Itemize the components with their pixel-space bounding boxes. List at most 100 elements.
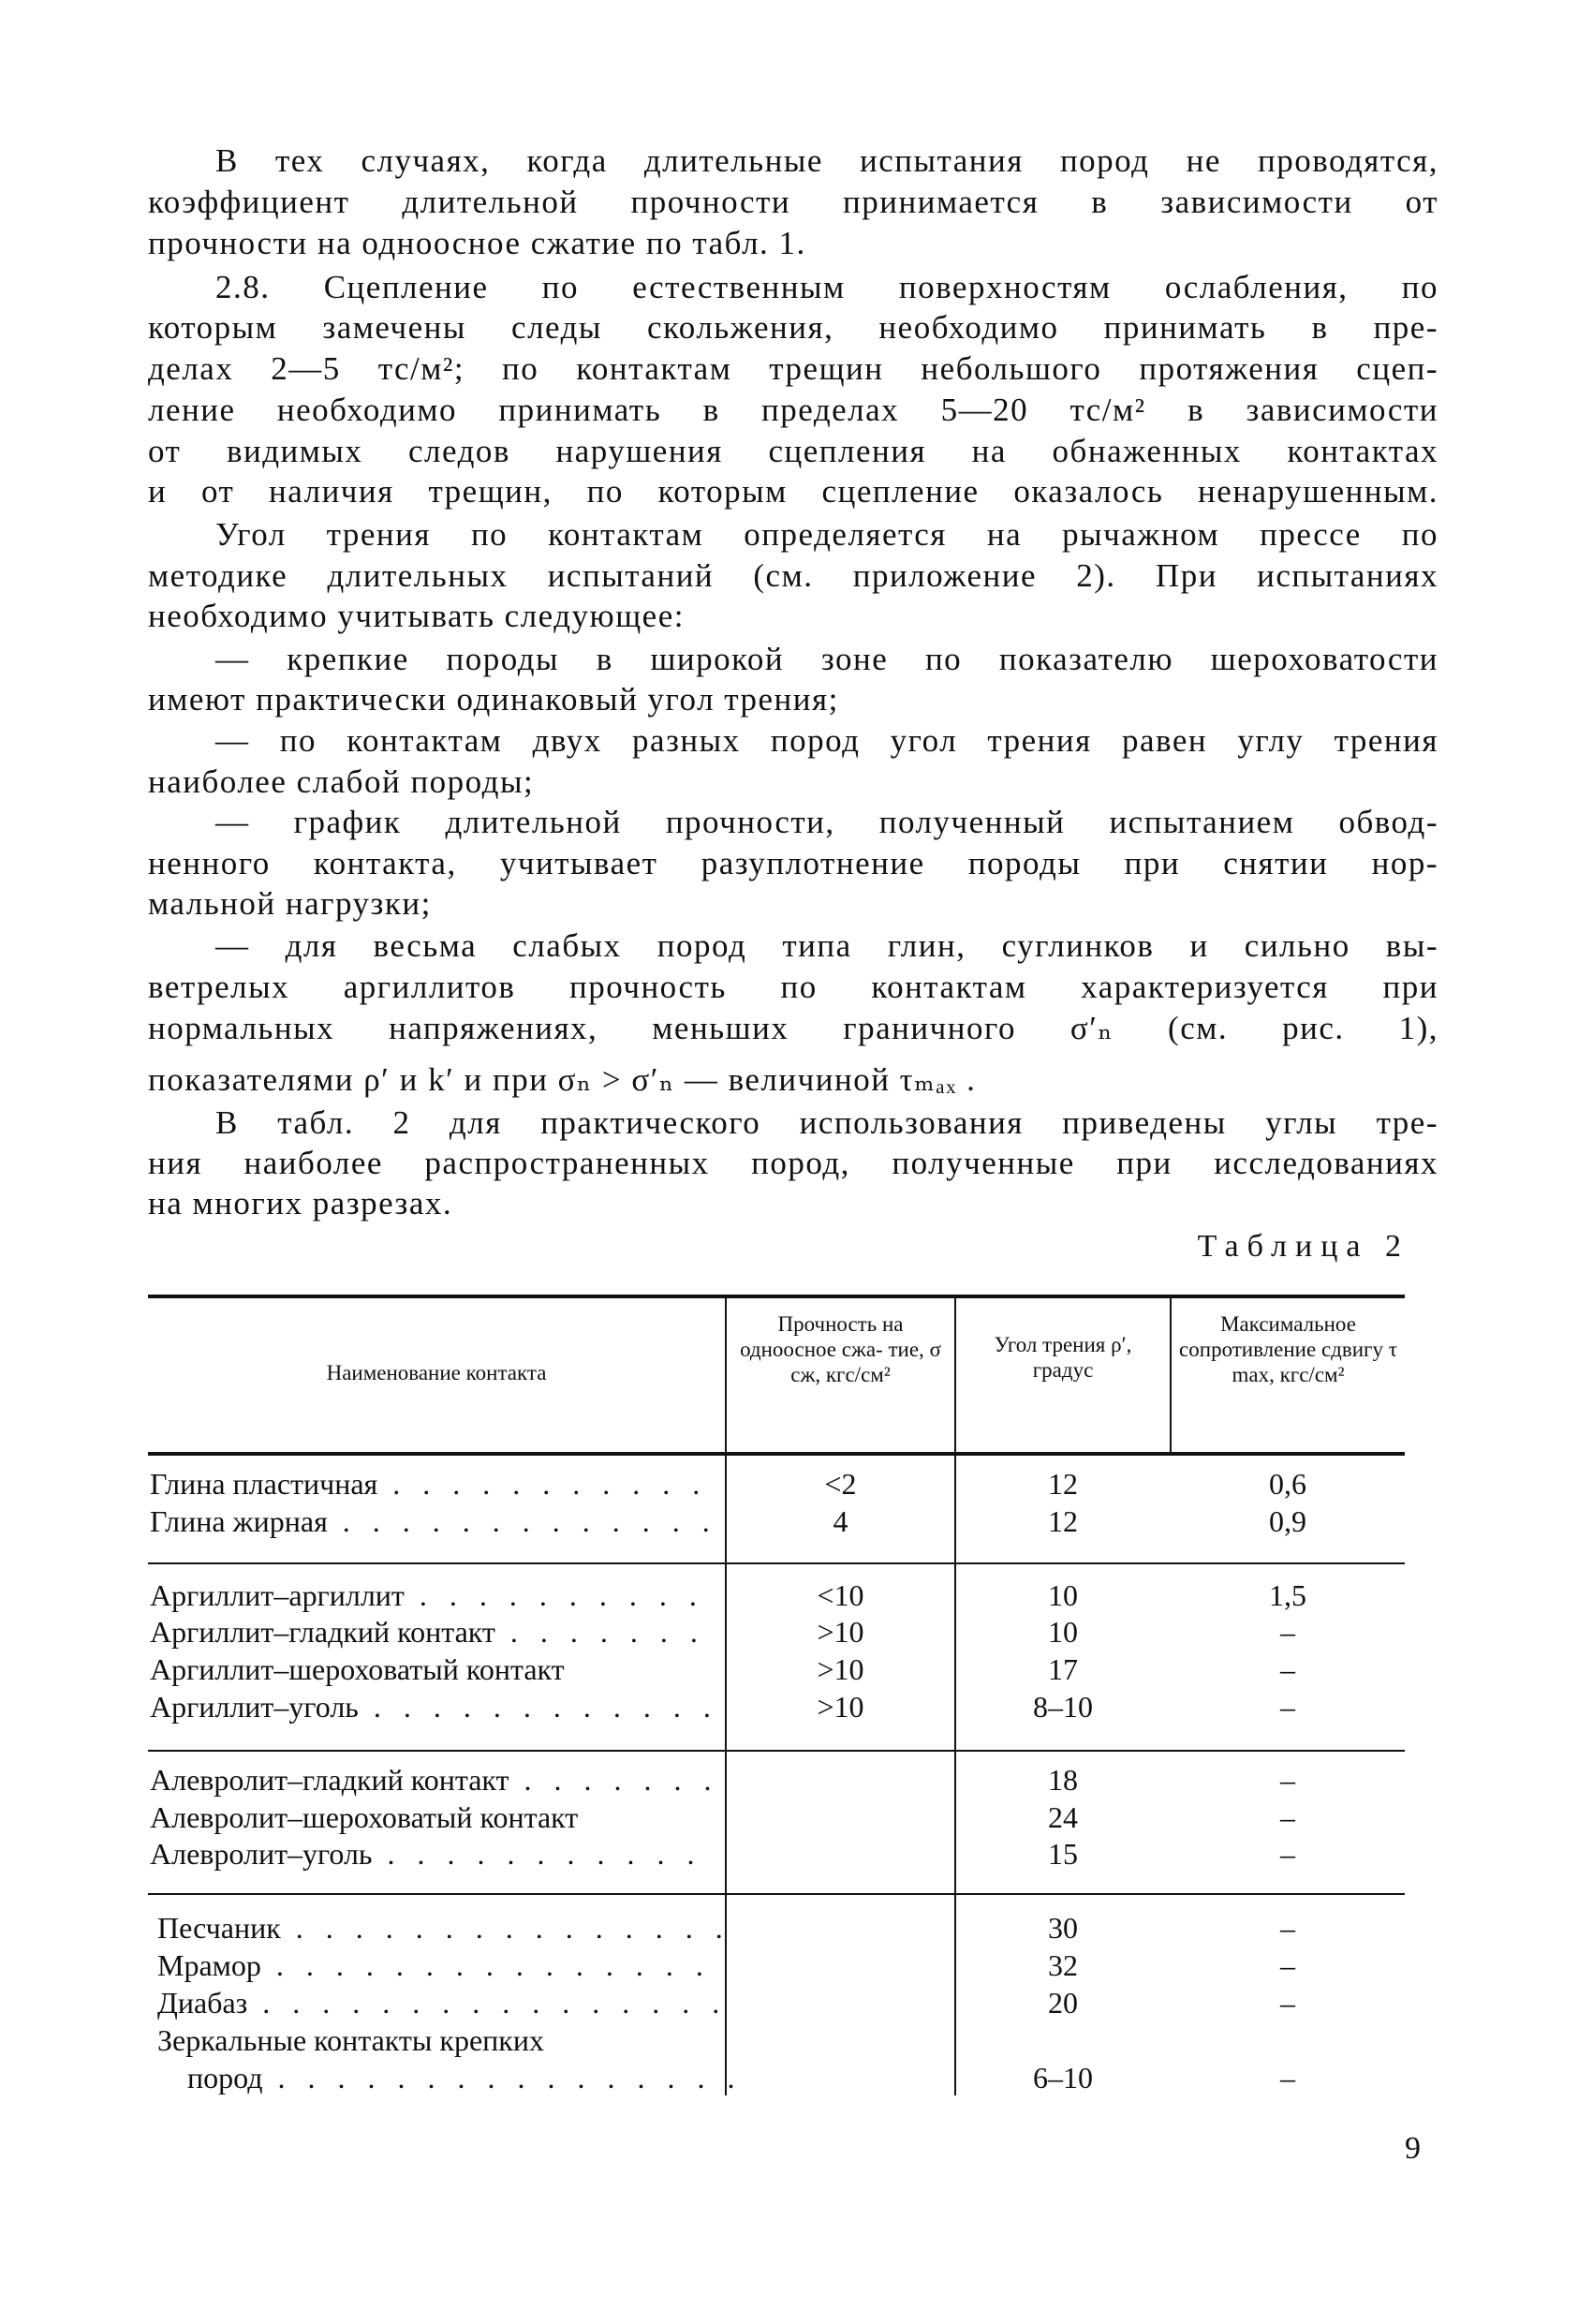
cell-angle-text: 17 <box>1048 1652 1078 1686</box>
cell-name: Диабаз . . . . . . . . . . . . . . . . .… <box>150 1984 724 2021</box>
text-line: которым замечены следы скольжения, необх… <box>148 309 1438 346</box>
cell-strength <box>726 2021 955 2059</box>
cell-shear: – <box>1171 1835 1405 1873</box>
cell-strength <box>726 1761 955 1799</box>
group-rule <box>148 1562 1405 1564</box>
cell-angle-text: 32 <box>1048 1948 1078 1982</box>
cell-name: Аргиллит–гладкий контакт . . . . . . . .… <box>150 1613 716 1650</box>
cell-shear: – <box>1171 1799 1405 1836</box>
cell-name: пород . . . . . . . . . . . . . . . . . … <box>150 2059 754 2096</box>
cell-shear-text: – <box>1280 1837 1295 1871</box>
text-line: — крепкие породы в широкой зоне по показ… <box>215 641 1438 677</box>
dot-leader: . . . . . . . . . . . . . . . . . . . . <box>419 1578 716 1612</box>
column-divider <box>954 1296 956 2095</box>
cell-name: Алевролит–уголь . . . . . . . . . . . . … <box>150 1835 716 1873</box>
cell-angle: 12 <box>955 1502 1171 1540</box>
text-line: мальной нагрузки; <box>148 885 432 922</box>
cell-strength <box>726 1909 955 1947</box>
column-divider <box>725 1296 727 2095</box>
text-line: ненного контакта, учитывает разуплотнени… <box>148 845 1438 881</box>
cell-name: Глина пластичная . . . . . . . . . . . .… <box>150 1465 716 1502</box>
cell-angle-text: 15 <box>1048 1837 1078 1871</box>
cell-name-text: пород <box>187 2061 263 2095</box>
cell-name-text: Диабаз <box>157 1986 248 2020</box>
cell-angle: 20 <box>955 1984 1171 2021</box>
cell-strength-text: 4 <box>833 1504 848 1538</box>
cell-strength-text: <2 <box>824 1467 857 1501</box>
cell-name: Аргиллит–уголь . . . . . . . . . . . . .… <box>150 1688 716 1725</box>
page-number: 9 <box>1405 2131 1421 2166</box>
cell-name: Аргиллит–шероховатый контакт <box>150 1650 716 1688</box>
cell-shear-text: – <box>1280 1652 1295 1686</box>
cell-strength <box>726 1835 955 1873</box>
column-divider <box>1170 1296 1172 1456</box>
cell-angle-text: 30 <box>1048 1911 1078 1945</box>
cell-strength: <2 <box>726 1465 955 1502</box>
cell-angle: 8–10 <box>955 1688 1171 1725</box>
cell-angle: 10 <box>955 1613 1171 1650</box>
header-strength: Прочность на одноосное сжа- тие, σ сж, к… <box>740 1312 941 1386</box>
cell-strength: <10 <box>726 1576 955 1614</box>
cell-strength <box>726 2059 955 2096</box>
cell-shear: – <box>1171 1984 1405 2021</box>
cell-angle: 18 <box>955 1761 1171 1799</box>
cell-angle-text: 12 <box>1048 1467 1078 1501</box>
cell-shear-text: – <box>1280 1800 1295 1834</box>
header-rule <box>148 1452 1405 1456</box>
cell-name: Глина жирная . . . . . . . . . . . . . .… <box>150 1502 716 1540</box>
cell-angle: 17 <box>955 1650 1171 1688</box>
group-rule <box>148 1893 1405 1895</box>
table-caption: Таблица 2 <box>1197 1229 1409 1264</box>
text-line: — график длительной прочности, полученны… <box>215 804 1438 840</box>
cell-shear-text: – <box>1280 1615 1295 1649</box>
cell-strength-text: >10 <box>817 1615 864 1649</box>
text-line: необходимо учитывать следующее: <box>148 598 685 634</box>
cell-shear: – <box>1171 2059 1405 2096</box>
cell-name-text: Глина пластичная <box>150 1467 378 1501</box>
cell-strength <box>726 1799 955 1836</box>
dot-leader: . . . . . . . . . . . . . . . . . . . . <box>295 1911 724 1945</box>
dot-leader: . . . . . . . . . . . . . . . . . . . . <box>277 2061 754 2095</box>
cell-shear: – <box>1171 1947 1405 1984</box>
dot-leader: . . . . . . . . . . . . . . . . . . . . <box>275 1948 724 1982</box>
cell-shear: – <box>1171 1909 1405 1947</box>
text-line: 2.8. Сцепление по естественным поверхнос… <box>215 269 1438 305</box>
cell-strength <box>726 1947 955 1984</box>
cell-angle: 24 <box>955 1799 1171 1836</box>
cell-shear: – <box>1171 1761 1405 1799</box>
cell-angle-text: 12 <box>1048 1504 1078 1538</box>
header-shear: Максимальное сопротивление сдвигу τ max,… <box>1179 1312 1397 1386</box>
text-line: Угол трения по контактам определяется на… <box>215 516 1438 553</box>
text-line: — по контактам двух разных пород угол тр… <box>215 722 1438 759</box>
cell-strength: >10 <box>726 1650 955 1688</box>
cell-name-text: Аргиллит–уголь <box>150 1690 359 1724</box>
cell-name-text: Песчаник <box>157 1911 281 1945</box>
dot-leader: . . . . . . . . . . . . . . . . . . . . <box>509 1615 716 1649</box>
table-top-rule <box>148 1295 1405 1298</box>
cell-name-text: Мрамор <box>157 1948 261 1982</box>
cell-shear: 1,5 <box>1171 1576 1405 1614</box>
text-line: имеют практически одинаковый угол трения… <box>148 681 839 718</box>
cell-angle-text: 6–10 <box>1033 2061 1093 2095</box>
cell-shear-text: 1,5 <box>1269 1578 1306 1612</box>
header-name: Наименование контакта <box>326 1361 547 1384</box>
cell-angle-text: 18 <box>1048 1763 1078 1797</box>
text-line: нормальных напряжениях, меньших гранично… <box>148 1010 1438 1046</box>
group-rule <box>148 1750 1405 1752</box>
text-line: показателями ρ′ и k′ и при σₙ > σ′ₙ — ве… <box>148 1061 977 1098</box>
cell-name: Алевролит–шероховатый контакт <box>150 1799 716 1836</box>
cell-angle-text: 20 <box>1048 1986 1078 2020</box>
cell-angle: 15 <box>955 1835 1171 1873</box>
cell-shear-text: – <box>1280 1911 1295 1945</box>
text-line: на многих разрезах. <box>148 1185 453 1221</box>
dot-leader: . . . . . . . . . . . . . . . . . . . . <box>373 1690 716 1724</box>
cell-shear-text: – <box>1280 1763 1295 1797</box>
cell-name: Мрамор . . . . . . . . . . . . . . . . .… <box>150 1947 724 1984</box>
cell-shear-text: 0,9 <box>1269 1504 1306 1538</box>
text-line: методике длительных испытаний (см. прило… <box>148 557 1438 594</box>
text-line: ление необходимо принимать в пределах 5—… <box>148 392 1438 428</box>
cell-angle-text: 8–10 <box>1033 1690 1093 1724</box>
cell-shear-text: – <box>1280 1948 1295 1982</box>
cell-name: Зеркальные контакты крепких <box>150 2021 724 2059</box>
cell-shear: 0,6 <box>1171 1465 1405 1502</box>
